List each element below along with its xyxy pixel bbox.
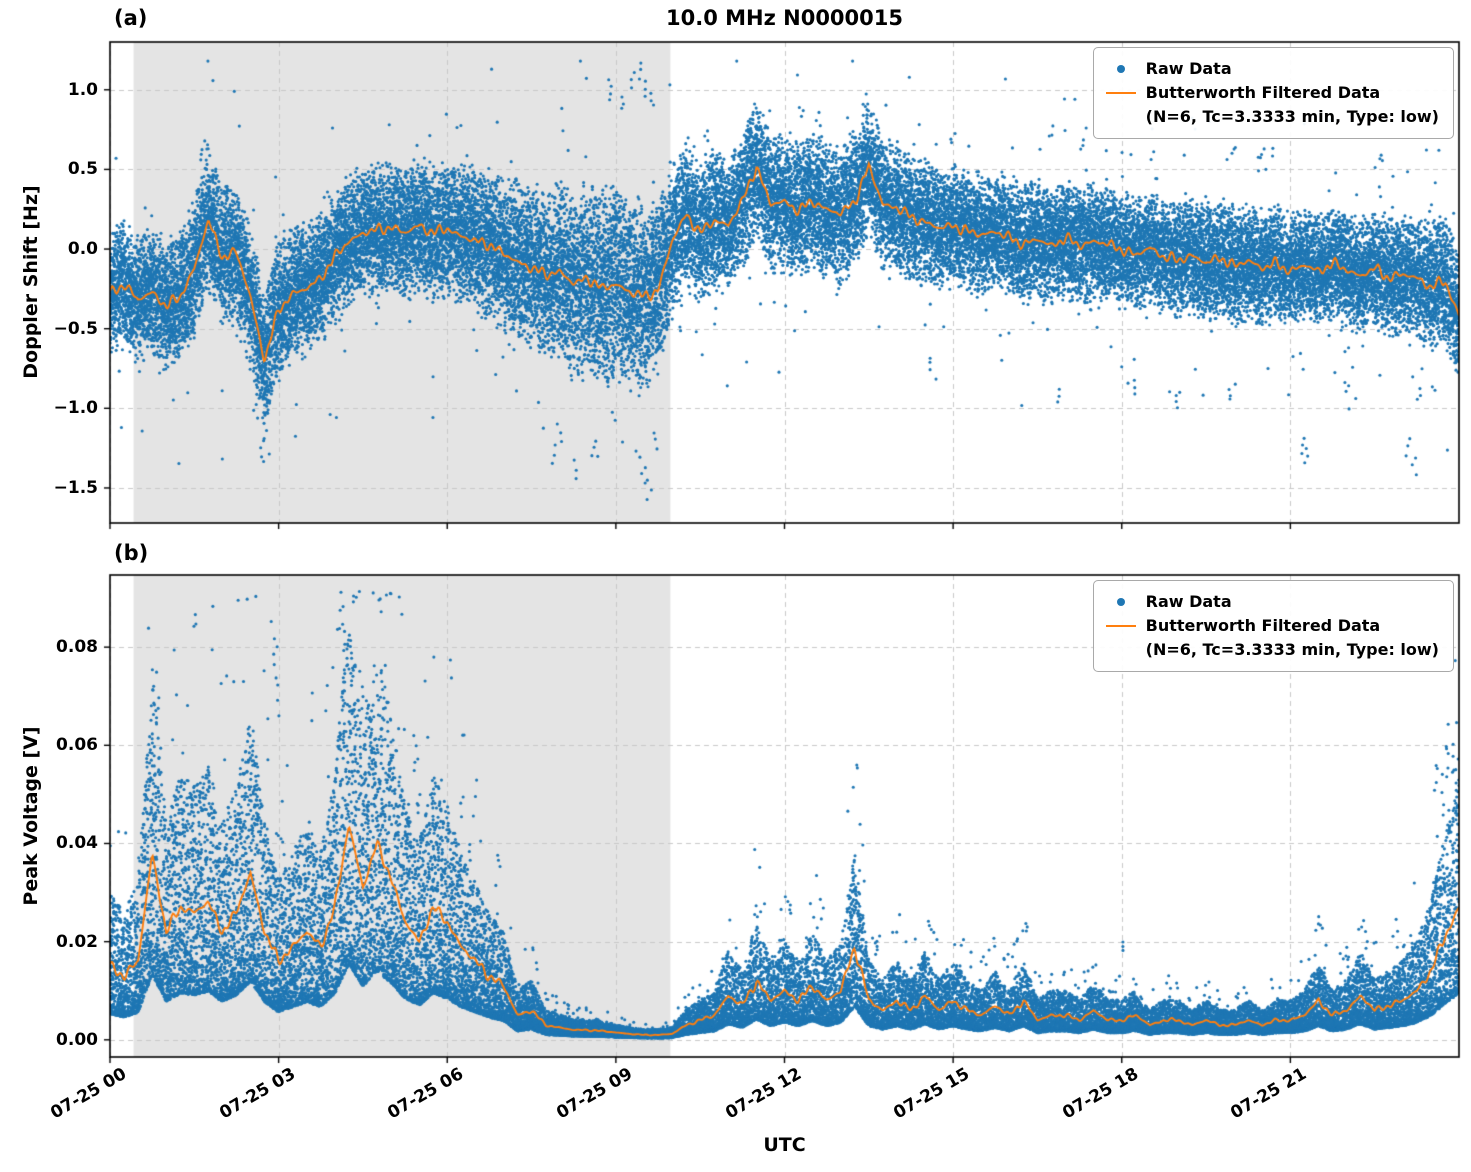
panel-b-label: (b) bbox=[114, 541, 149, 565]
legend-filtered-sublabel: (N=6, Tc=3.3333 min, Type: low) bbox=[1145, 107, 1439, 126]
y-tick-label: 0.02 bbox=[56, 931, 98, 952]
y-tick-label: 0.06 bbox=[56, 735, 98, 756]
legend-raw-entry: Raw Data bbox=[1106, 590, 1439, 614]
y-tick-label: 0.04 bbox=[56, 833, 98, 854]
legend-panel-a: Raw Data Butterworth Filtered Data (N=6,… bbox=[1092, 47, 1454, 139]
legend-raw-label: Raw Data bbox=[1145, 592, 1232, 611]
y-tick-label: 0.5 bbox=[67, 159, 98, 180]
raw-data-dot-icon bbox=[1106, 65, 1136, 73]
legend-raw-label: Raw Data bbox=[1145, 59, 1232, 78]
y-tick-label: 0.00 bbox=[56, 1029, 98, 1050]
y-tick-label: −1.5 bbox=[53, 477, 98, 498]
legend-filtered-label: Butterworth Filtered Data bbox=[1145, 83, 1381, 102]
filtered-line-icon bbox=[1105, 625, 1136, 627]
y-tick-label: 0.0 bbox=[67, 239, 98, 260]
legend-panel-b: Raw Data Butterworth Filtered Data (N=6,… bbox=[1092, 580, 1454, 672]
x-axis-label: UTC bbox=[763, 1134, 806, 1156]
y-axis-label-doppler: Doppler Shift [Hz] bbox=[20, 185, 42, 379]
legend-filtered-entry: Butterworth Filtered Data bbox=[1105, 81, 1439, 105]
panel-a-label: (a) bbox=[114, 6, 148, 30]
legend-filtered-label: Butterworth Filtered Data bbox=[1145, 616, 1381, 635]
legend-filtered-entry: Butterworth Filtered Data bbox=[1105, 614, 1439, 638]
legend-raw-entry: Raw Data bbox=[1106, 57, 1439, 81]
raw-data-dot-icon bbox=[1106, 598, 1136, 606]
y-tick-label: −1.0 bbox=[53, 398, 98, 419]
y-tick-label: −0.5 bbox=[53, 318, 98, 339]
y-tick-label: 1.0 bbox=[67, 79, 98, 100]
y-tick-label: 0.08 bbox=[56, 637, 98, 658]
chart-title: 10.0 MHz N0000015 bbox=[666, 6, 903, 30]
legend-filtered-sublabel: (N=6, Tc=3.3333 min, Type: low) bbox=[1145, 640, 1439, 659]
filtered-line-icon bbox=[1105, 92, 1136, 94]
